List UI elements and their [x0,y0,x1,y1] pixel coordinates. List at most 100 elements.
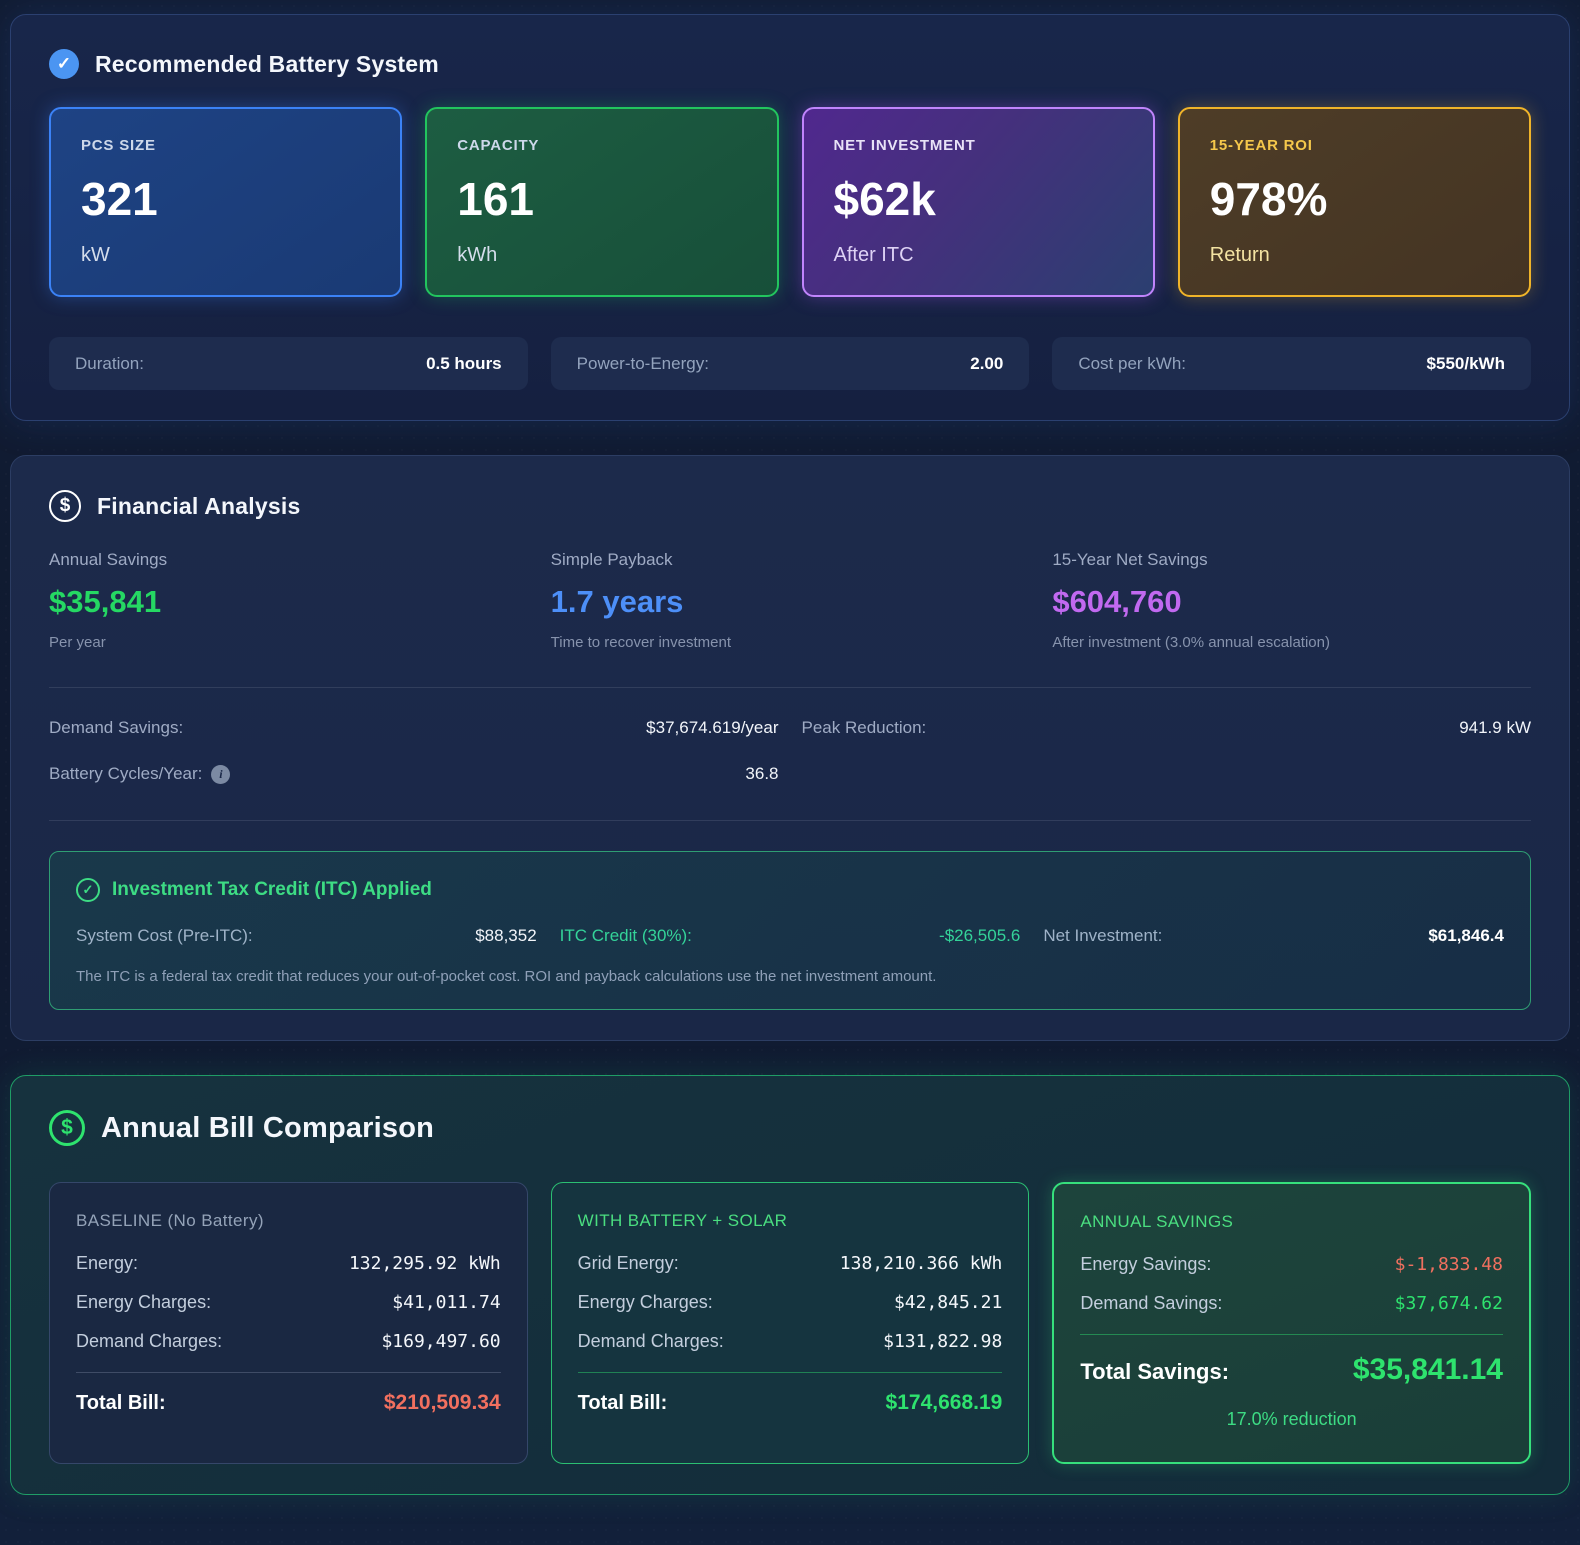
cost-per-kwh-stat: Cost per kWh: $550/kWh [1052,337,1531,390]
itc-applied-box: ✓ Investment Tax Credit (ITC) Applied Sy… [49,851,1531,1010]
net-savings-value: $604,760 [1052,584,1182,619]
details-spacer [802,764,1532,784]
annual-savings-metric: Annual Savings $35,841 Per year [49,550,528,651]
simple-payback-label: Simple Payback [550,550,673,569]
simple-payback-caption: Time to recover investment [550,634,731,651]
duration-value: 0.5 hours [426,353,502,373]
simple-payback-value: 1.7 years [550,584,684,619]
total-savings-label: Total Savings: [1080,1359,1230,1384]
annual-savings-caption: Per year [49,634,106,651]
baseline-energy-charges-value: $41,011.74 [392,1292,501,1313]
bill-cards-row: BASELINE (No Battery) Energy: 132,295.92… [49,1182,1531,1464]
baseline-energy-row: Energy: 132,295.92 kWh [76,1253,501,1274]
net-investment-value: $62k [833,173,936,225]
battery-cycles-detail-label: Battery Cycles/Year: i [49,764,231,784]
duration-label: Duration: [75,353,144,373]
with-battery-heading: WITH BATTERY + SOLAR [577,1211,788,1230]
energy-savings-value: $-1,833.48 [1394,1254,1503,1275]
energy-savings-row: Energy Savings: $-1,833.48 [1080,1254,1503,1275]
dollar-circle-green-icon: $ [49,1110,85,1146]
baseline-total-value: $210,509.34 [383,1391,501,1414]
pcs-size-unit: kW [81,244,110,266]
roi-label: 15-YEAR ROI [1209,137,1313,154]
battery-total-row: Total Bill: $174,668.19 [578,1391,1003,1415]
itc-net-investment-pair: Net Investment: $61,846.4 [1043,926,1504,946]
net-savings-label: 15-Year Net Savings [1052,550,1208,569]
baseline-demand-charges-value: $169,497.60 [381,1331,501,1352]
net-savings-metric: 15-Year Net Savings $604,760 After inves… [1052,550,1531,651]
total-savings-row: Total Savings: $35,841.14 [1080,1353,1503,1387]
with-battery-bill-card: WITH BATTERY + SOLAR Grid Energy: 138,21… [550,1182,1030,1464]
system-stats-row: Duration: 0.5 hours Power-to-Energy: 2.0… [49,337,1531,390]
net-investment-label: NET INVESTMENT [833,137,976,154]
battery-cycles-detail: Battery Cycles/Year: i 36.8 [49,764,779,784]
itc-note: The ITC is a federal tax credit that red… [76,968,937,985]
grid-energy-value: 138,210.366 kWh [839,1253,1003,1274]
pcs-size-card: PCS SIZE 321 kW [49,107,403,297]
annual-bill-comparison-title: Annual Bill Comparison [101,1111,435,1144]
check-circle-icon: ✓ [76,878,100,902]
itc-values-row: System Cost (Pre-ITC): $88,352 ITC Credi… [76,926,1504,946]
baseline-bill-card: BASELINE (No Battery) Energy: 132,295.92… [49,1182,528,1464]
baseline-heading: BASELINE (No Battery) [76,1211,264,1230]
divider [1080,1334,1503,1335]
itc-net-investment-value: $61,846.4 [1428,926,1504,945]
energy-savings-label: Energy Savings: [1080,1254,1212,1274]
battery-demand-charges-value: $131,822.98 [883,1331,1003,1352]
demand-savings-label: Demand Savings: [1080,1293,1223,1313]
battery-energy-charges-row: Energy Charges: $42,845.21 [578,1292,1003,1313]
battery-cycles-detail-value: 36.8 [745,764,779,783]
annual-savings-label: Annual Savings [49,550,168,569]
financial-analysis-header: $ Financial Analysis [49,490,1531,522]
recommended-battery-title: Recommended Battery System [95,50,439,77]
net-savings-caption: After investment (3.0% annual escalation… [1052,634,1330,651]
reduction-footnote: 17.0% reduction [1226,1409,1357,1429]
pcs-size-value: 321 [81,173,158,225]
itc-net-investment-label: Net Investment: [1043,926,1163,945]
summary-cards-row: PCS SIZE 321 kW CAPACITY 161 kWh NET INV… [49,107,1531,297]
net-investment-card: NET INVESTMENT $62k After ITC [801,107,1155,297]
baseline-demand-charges-row: Demand Charges: $169,497.60 [76,1331,501,1352]
battery-demand-charges-row: Demand Charges: $131,822.98 [578,1331,1003,1352]
divider [49,687,1531,688]
annual-savings-card: ANNUAL SAVINGS Energy Savings: $-1,833.4… [1052,1182,1531,1464]
capacity-card: CAPACITY 161 kWh [425,107,779,297]
annual-savings-heading: ANNUAL SAVINGS [1080,1212,1234,1231]
roi-card: 15-YEAR ROI 978% Return [1177,107,1531,297]
battery-demand-charges-label: Demand Charges: [577,1331,724,1351]
demand-savings-detail-label: Demand Savings: [49,718,184,737]
capacity-unit: kWh [457,244,498,266]
demand-savings-value: $37,674.62 [1394,1293,1503,1314]
demand-savings-detail-value: $37,674.619/year [646,718,779,737]
battery-cycles-label-text: Battery Cycles/Year: [49,764,203,783]
demand-savings-detail: Demand Savings: $37,674.619/year [49,718,779,738]
peak-reduction-detail-label: Peak Reduction: [801,718,927,737]
recommended-battery-panel: ✓ Recommended Battery System PCS SIZE 32… [10,14,1570,421]
power-to-energy-stat: Power-to-Energy: 2.00 [550,337,1030,390]
info-icon[interactable]: i [211,764,231,784]
capacity-label: CAPACITY [457,137,540,154]
power-to-energy-label: Power-to-Energy: [576,353,709,373]
peak-reduction-detail: Peak Reduction: 941.9 kW [802,718,1532,738]
grid-energy-row: Grid Energy: 138,210.366 kWh [578,1253,1003,1274]
system-cost-value: $88,352 [475,926,537,945]
capacity-value: 161 [457,173,534,225]
baseline-total-label: Total Bill: [76,1392,166,1414]
baseline-demand-charges-label: Demand Charges: [76,1331,223,1351]
financial-details: Demand Savings: $37,674.619/year Peak Re… [49,718,1531,784]
check-badge-icon: ✓ [49,49,79,79]
demand-savings-row: Demand Savings: $37,674.62 [1080,1293,1503,1314]
baseline-energy-charges-label: Energy Charges: [76,1292,212,1312]
system-cost-pair: System Cost (Pre-ITC): $88,352 [76,926,537,946]
itc-credit-pair: ITC Credit (30%): -$26,505.6 [560,926,1021,946]
financial-analysis-panel: $ Financial Analysis Annual Savings $35,… [10,455,1570,1041]
dollar-circle-icon: $ [49,490,81,522]
divider [76,1372,501,1373]
duration-stat: Duration: 0.5 hours [49,337,528,390]
divider [49,820,1531,821]
annual-bill-comparison-panel: $ Annual Bill Comparison BASELINE (No Ba… [10,1075,1570,1495]
recommended-battery-header: ✓ Recommended Battery System [49,49,1531,79]
total-savings-value: $35,841.14 [1352,1353,1503,1386]
power-to-energy-value: 2.00 [970,353,1004,373]
annual-savings-value: $35,841 [49,584,162,619]
